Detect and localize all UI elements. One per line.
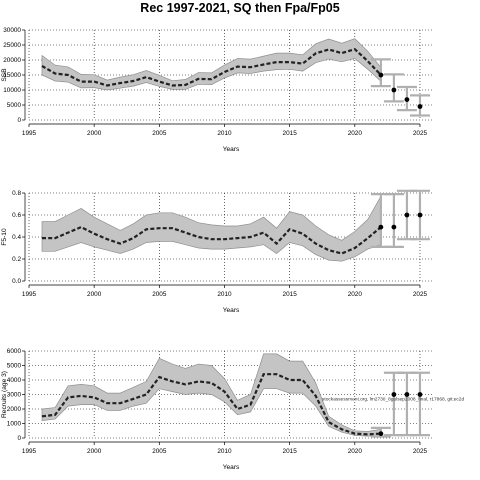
x-tick-label: 2015: [283, 291, 298, 298]
y-tick-label: 4000: [7, 377, 22, 384]
x-tick-label: 2000: [87, 291, 102, 298]
projection-point: [391, 392, 397, 397]
x-tick-label: 2000: [87, 130, 102, 137]
projection-point: [378, 224, 384, 230]
confidence-band: [41, 38, 382, 91]
projection-point: [404, 392, 410, 397]
chart-title: Rec 1997-2021, SQ then Fpa/Fp05: [140, 1, 340, 15]
x-tick-label: 2010: [217, 448, 232, 455]
y-axis-label: F5-10: [1, 228, 8, 246]
x-tick-label: 2005: [152, 291, 167, 298]
projection-point: [378, 72, 384, 78]
x-tick-label: 2005: [152, 448, 167, 455]
x-tick-label: 2005: [152, 130, 167, 137]
x-tick-label: 2015: [283, 130, 298, 137]
x-tick-label: 2020: [348, 448, 363, 455]
panel-recruits: 1995 2000 2005 2010 2015 2020 2025 0 1000 2000 300…: [1, 348, 464, 471]
y-tick-label: 5000: [7, 102, 22, 109]
y-tick-label: 10000: [3, 87, 21, 94]
projection-point: [417, 392, 423, 397]
x-tick-label: 2020: [348, 130, 363, 137]
y-tick-label: 3000: [7, 392, 22, 399]
y-tick-label: 0: [17, 117, 21, 124]
y-tick-label: 0.2: [12, 256, 21, 263]
y-tick-label: 30000: [3, 27, 21, 34]
y-tick-label: 0.4: [12, 234, 21, 241]
projection-point: [417, 104, 423, 109]
x-axis-label: Years: [223, 307, 240, 314]
x-axis-label: Years: [223, 464, 240, 471]
x-tick-label: 2025: [413, 448, 428, 455]
y-tick-label: 15000: [3, 72, 21, 79]
x-tick-label: 2025: [413, 291, 428, 298]
y-tick-label: 1000: [7, 421, 22, 428]
x-tick-label: 2010: [217, 291, 232, 298]
projection-point: [417, 212, 423, 218]
x-tick-label: 2020: [348, 291, 363, 298]
x-tick-label: 1995: [22, 291, 37, 298]
y-tick-label: 25000: [3, 42, 21, 49]
projection-point: [404, 212, 410, 218]
panel-ssb: 1995 2000 2005 2010 2015 2020 2025 0 5000 10000 15…: [1, 27, 433, 153]
y-tick-label: 2000: [7, 406, 22, 413]
projection-point: [378, 431, 384, 437]
x-tick-label: 2025: [413, 130, 428, 137]
plot-annotation: stockassessment.org, lm2730_8gulsep2008_…: [322, 396, 464, 402]
y-tick-label: 0.8: [12, 190, 21, 197]
panel-fishing-mortality: 1995 2000 2005 2010 2015 2020 2025 0.0 0.2 0.4 0.6…: [1, 189, 433, 314]
projection-point: [391, 87, 397, 93]
y-tick-label: 0: [17, 435, 21, 442]
y-tick-label: 5000: [7, 363, 22, 370]
y-tick-label: 0.6: [12, 212, 21, 219]
x-tick-label: 1995: [22, 130, 37, 137]
y-tick-label: 20000: [3, 57, 21, 64]
y-axis-label: Recruits (age 3): [1, 371, 8, 418]
x-tick-label: 2015: [283, 448, 298, 455]
median-line: [41, 373, 381, 436]
y-tick-label: 0.0: [12, 278, 21, 285]
projection-point: [404, 97, 410, 102]
x-tick-label: 2000: [87, 448, 102, 455]
median-line: [41, 47, 382, 87]
x-axis-label: Years: [223, 146, 240, 153]
y-axis-label: SSB: [1, 68, 8, 82]
x-tick-label: 2010: [217, 130, 232, 137]
y-tick-label: 6000: [7, 348, 22, 355]
median-line: [42, 225, 382, 255]
projection-point: [391, 224, 397, 230]
x-tick-label: 1995: [22, 448, 37, 455]
